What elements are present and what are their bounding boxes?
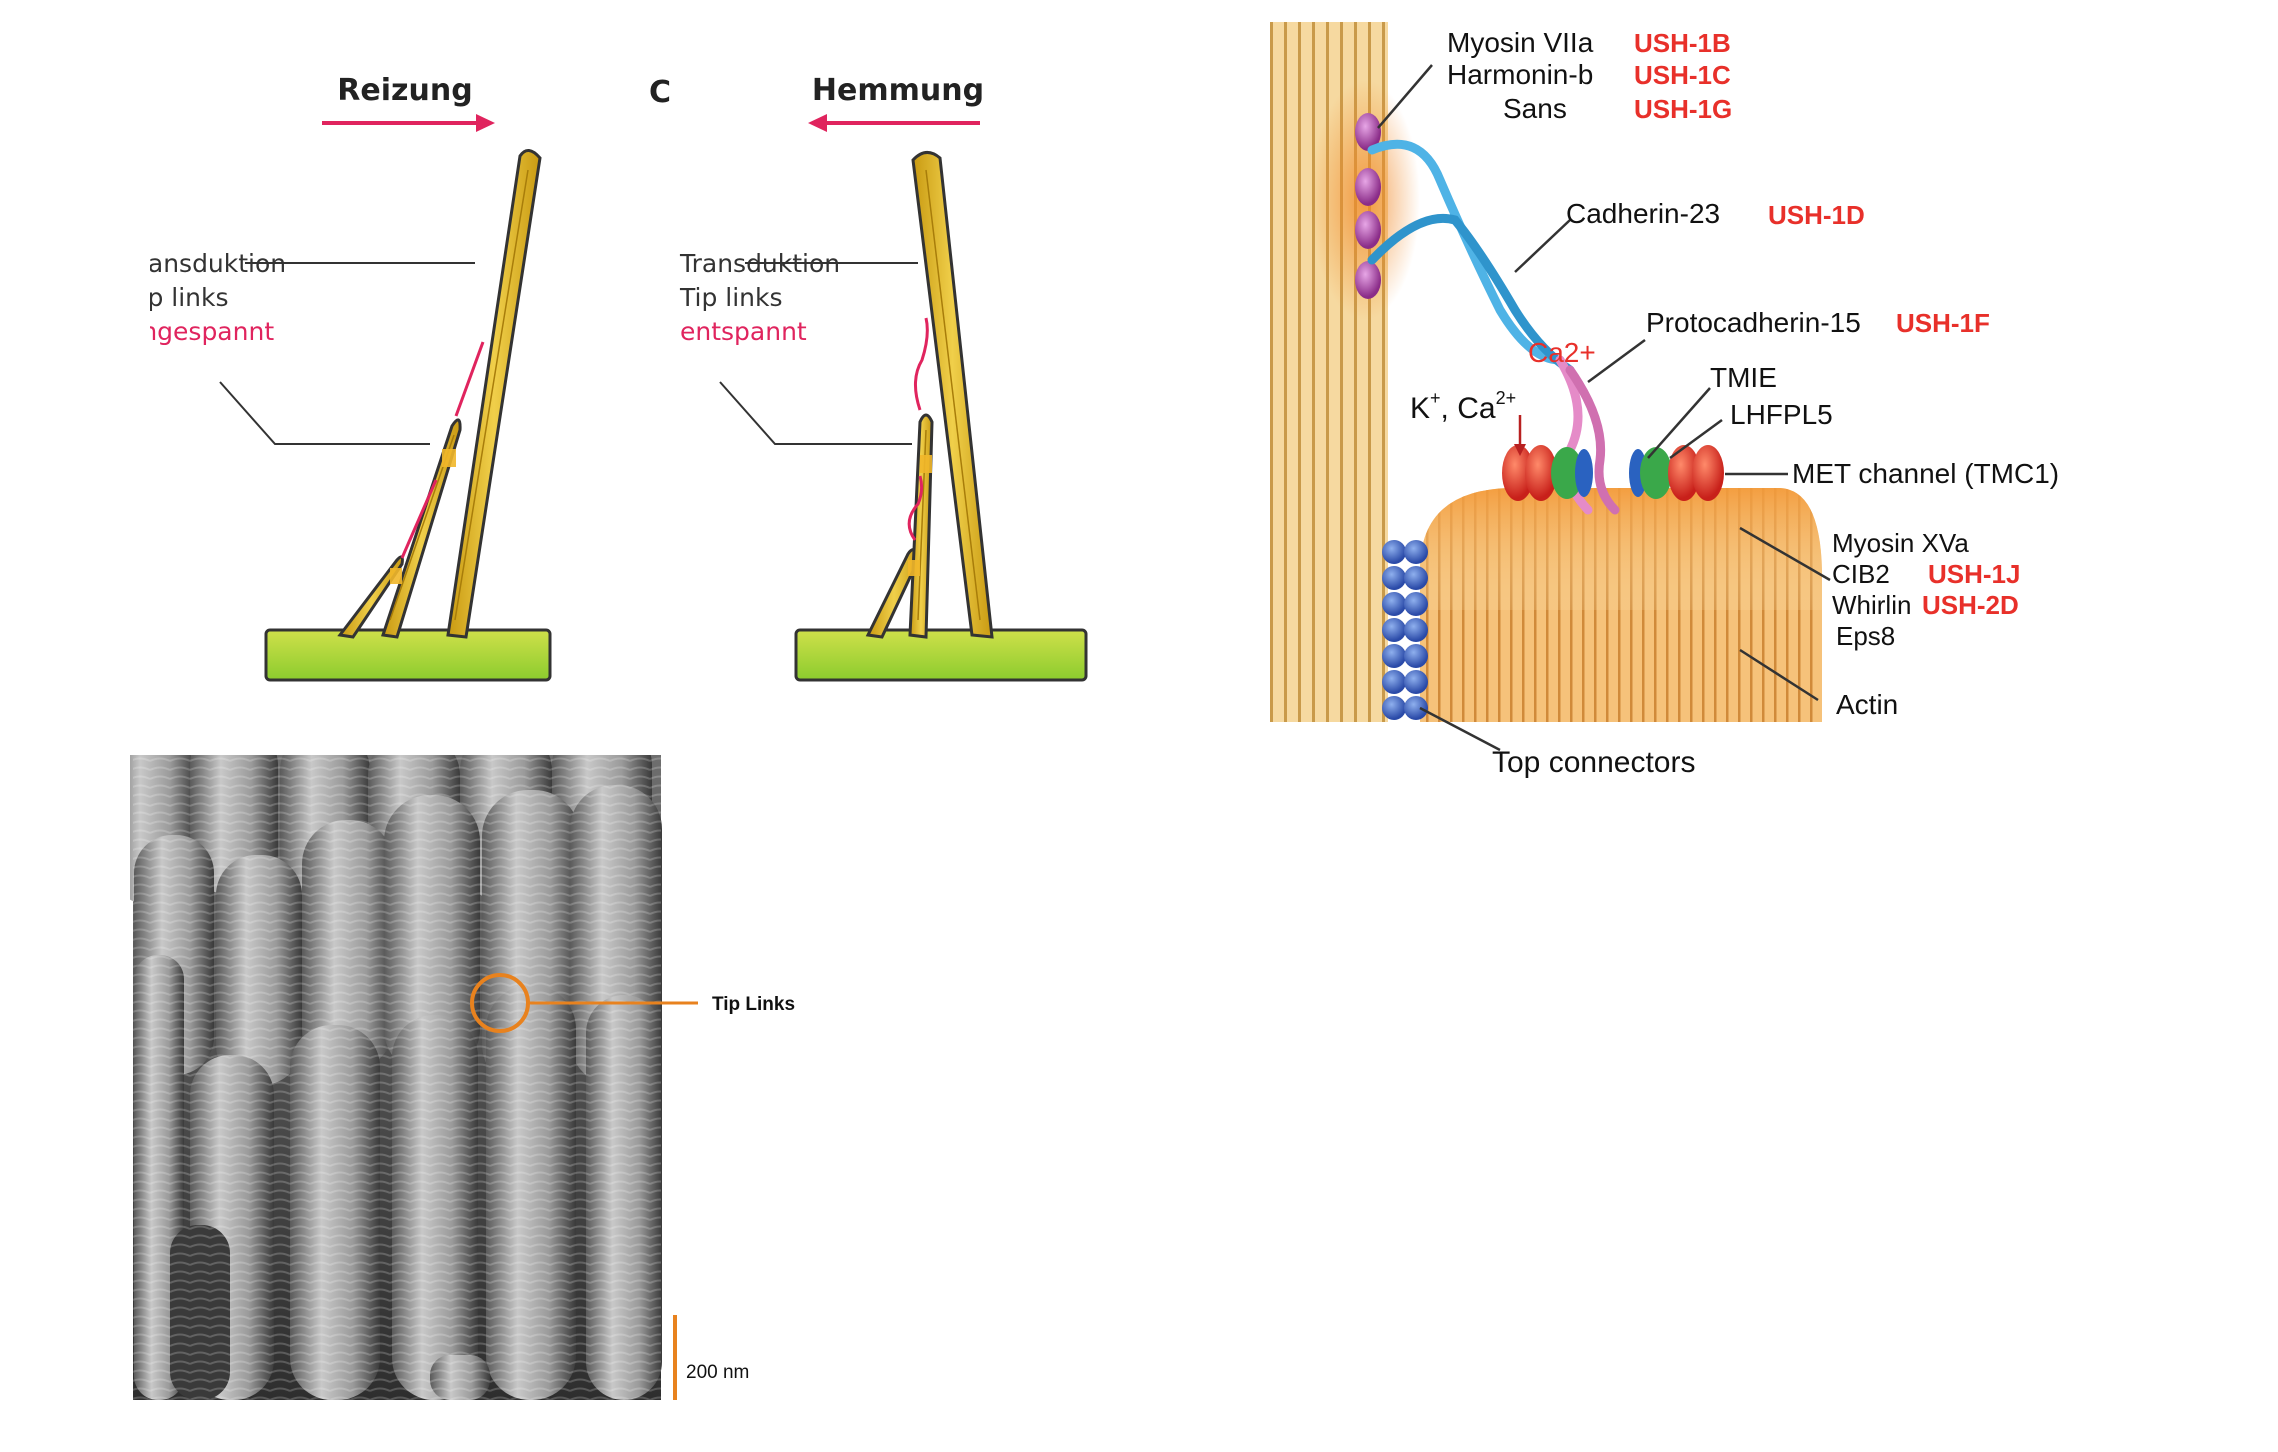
label-ion-flux: K+, Ca2+: [1410, 388, 1516, 425]
cadherin-23-strands: [1367, 139, 1575, 375]
label-cib2: CIB2: [1832, 559, 1890, 589]
reizung-title: Reizung: [337, 73, 472, 108]
left-label-angespannt: angespannt: [150, 317, 274, 346]
gene-ush-1g: USH-1G: [1634, 94, 1732, 124]
gene-ush-1d: USH-1D: [1768, 200, 1865, 230]
label-lhfpl5: LHFPL5: [1730, 399, 1833, 430]
left-label-transduktion: Transduktion: [150, 249, 286, 278]
label-sans: Sans: [1503, 93, 1567, 124]
right-hair-bundle: [719, 151, 1088, 682]
label-cadherin-23: Cadherin-23: [1566, 198, 1720, 229]
label-harmonin-b: Harmonin-b: [1447, 59, 1593, 90]
stereocilia-deflection-diagram: Reizung C Hemmung: [125, 60, 1150, 700]
label-actin: Actin: [1836, 689, 1898, 720]
right-label-entspannt: entspannt: [680, 317, 807, 346]
hemmung-arrow-icon: [808, 114, 980, 132]
left-cuticular-plate: [264, 628, 552, 682]
label-myosin-viia: Myosin VIIa: [1447, 27, 1594, 58]
label-protocadherin-15: Protocadherin-15: [1646, 307, 1861, 338]
top-connector-beads: [1382, 540, 1428, 720]
right-label-tip-links: Tip links: [679, 283, 783, 312]
sem-micrograph-svg: Tip Links 200 nm: [110, 725, 795, 1400]
right-label-transduktion: Transduktion: [679, 249, 840, 278]
left-tip-link-lower: [400, 479, 438, 559]
molecular-diagram-svg: Myosin VIIa Harmonin-b Sans USH-1B USH-1…: [1270, 22, 2059, 779]
hemmung-title: Hemmung: [812, 73, 984, 108]
right-tip-link-lower: [907, 475, 924, 541]
left-tall-stereocilium: [446, 149, 542, 639]
label-whirlin: Whirlin: [1832, 590, 1911, 620]
label-tmie: TMIE: [1710, 362, 1777, 393]
label-met-channel: MET channel (TMC1): [1792, 458, 2059, 489]
left-label-tip-links: Tip links: [150, 283, 229, 312]
upper-tip-link-density: [1355, 113, 1381, 299]
label-myosin-xva: Myosin XVa: [1832, 528, 1969, 558]
gene-ush-2d: USH-2D: [1922, 590, 2019, 620]
stereocilia-deflection-svg: Reizung C Hemmung: [125, 73, 1088, 682]
tip-links-annotation: Tip Links: [712, 994, 795, 1015]
tip-link-molecular-diagram: Myosin VIIa Harmonin-b Sans USH-1B USH-1…: [1270, 10, 2150, 810]
reizung-arrow-icon: [322, 114, 495, 132]
right-cuticular-plate: [794, 628, 1088, 682]
label-ca2-plus: Ca2+: [1528, 337, 1596, 368]
left-tip-link-upper: [454, 341, 485, 417]
gene-ush-1j: USH-1J: [1928, 559, 2020, 589]
right-tip-link-upper: [914, 317, 929, 411]
svg-text:K+, Ca2+: K+, Ca2+: [1410, 388, 1516, 425]
sem-micrograph-panel: Tip Links 200 nm: [110, 725, 830, 1415]
right-middle-stereocilium: [908, 413, 934, 639]
left-hair-bundle: [219, 149, 552, 682]
gene-ush-1f: USH-1F: [1896, 308, 1990, 338]
gene-ush-1c: USH-1C: [1634, 60, 1731, 90]
met-channel-complex: [1502, 445, 1724, 501]
label-eps8: Eps8: [1836, 621, 1895, 651]
panel-letter-c: C: [649, 75, 671, 110]
label-top-connectors: Top connectors: [1492, 746, 1695, 779]
scale-bar-label: 200 nm: [686, 1362, 749, 1383]
gene-ush-1b: USH-1B: [1634, 28, 1731, 58]
